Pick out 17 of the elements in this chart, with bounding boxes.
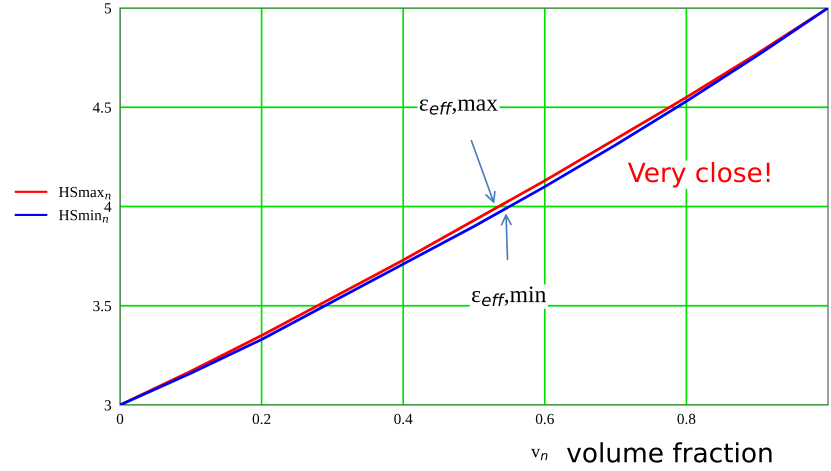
y-tick-label: 4.5 [92, 102, 112, 113]
annotation: ε$_{eff}$,max [420, 99, 498, 115]
x-tick-label: 0 [116, 414, 124, 424]
x-tick-label: 0.8 [677, 414, 696, 424]
y-tick-label: 3.5 [93, 300, 112, 312]
x-tick-label: 0.2 [252, 414, 270, 424]
x-axis-title: v$_{n}$ [531, 448, 548, 460]
y-tick-label: 3 [104, 400, 112, 410]
y-tick-label: 4 [104, 202, 112, 212]
text: volume fraction [567, 442, 772, 463]
annotation: Very close! [628, 162, 770, 188]
y-tick-label: 5 [104, 3, 112, 14]
legend-label: HSmax$_{n}$ [58, 186, 111, 200]
x-tick-label: 0.4 [394, 414, 413, 424]
legend-label: HSmin$_{n}$ [58, 210, 108, 223]
x-tick-label: 0.6 [536, 414, 554, 424]
annotation: ε$_{eff}$,min [472, 286, 546, 306]
